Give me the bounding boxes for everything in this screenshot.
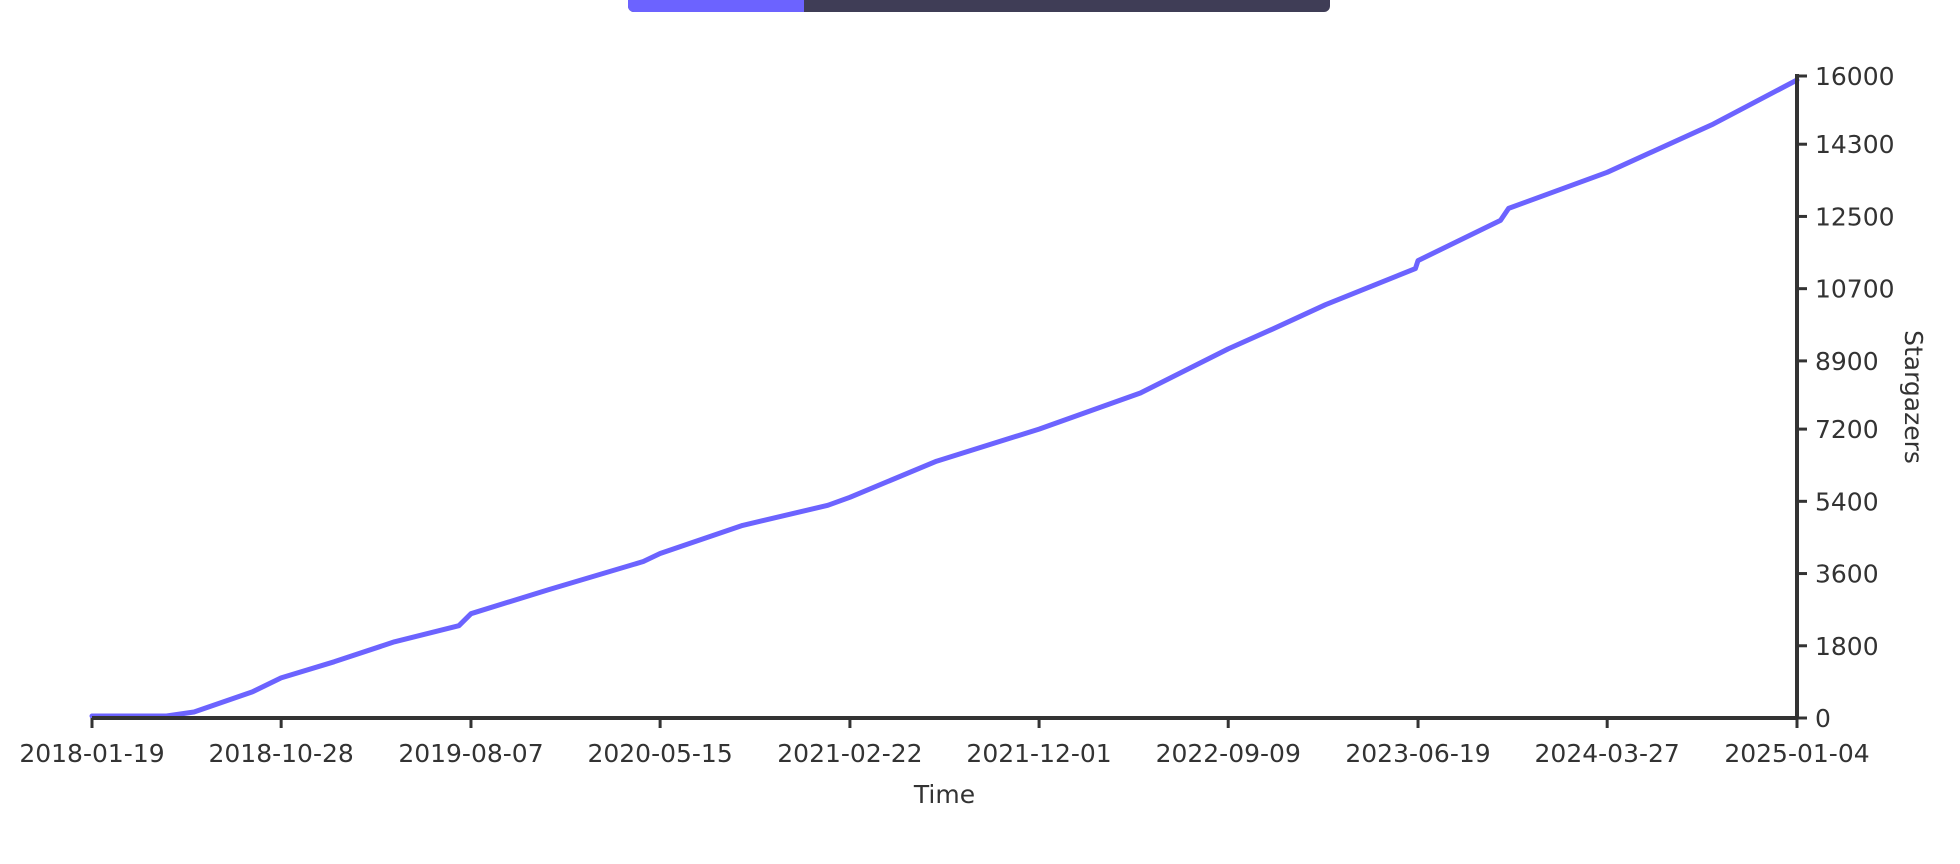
- x-tick-label: 2018-10-28: [208, 739, 353, 768]
- stargazers-line: [89, 77, 1800, 719]
- y-axis-ticks: 0 1800 3600 5400 7200 8900 10700 12500 14300 1600…: [1797, 62, 1895, 733]
- x-tick-label: 2020-05-15: [587, 739, 732, 768]
- y-tick-label: 8900: [1815, 347, 1879, 376]
- x-tick-label: 2021-12-01: [966, 739, 1111, 768]
- y-tick-label: 0: [1815, 704, 1831, 733]
- x-tick-label: 2019-08-07: [398, 739, 543, 768]
- series-group: [89, 77, 1800, 719]
- x-tick-label: 2024-03-27: [1535, 739, 1680, 768]
- y-tick-label: 16000: [1815, 62, 1895, 91]
- y-tick-label: 14300: [1815, 130, 1895, 159]
- top-progress-bar-fill: [628, 0, 804, 12]
- y-tick-label: 3600: [1815, 560, 1879, 589]
- x-tick-label: 2021-02-22: [777, 739, 922, 768]
- y-tick-label: 7200: [1815, 415, 1879, 444]
- y-tick-label: 1800: [1815, 632, 1879, 661]
- x-axis-ticks: 2018-01-19 2018-10-28 2019-08-07 2020-05-15…: [19, 718, 1870, 768]
- x-tick-label: 2025-01-04: [1724, 739, 1869, 768]
- axes-group: [92, 74, 1799, 720]
- x-tick-label: 2022-09-09: [1156, 739, 1301, 768]
- x-axis-title: Time: [913, 780, 975, 809]
- y-tick-label: 12500: [1815, 202, 1895, 231]
- y-tick-label: 10700: [1815, 275, 1895, 304]
- x-tick-label: 2023-06-19: [1345, 739, 1490, 768]
- y-axis-title: Stargazers: [1899, 330, 1928, 464]
- x-tick-label: 2018-01-19: [19, 739, 164, 768]
- y-tick-label: 5400: [1815, 487, 1879, 516]
- top-progress-bar: [628, 0, 1330, 12]
